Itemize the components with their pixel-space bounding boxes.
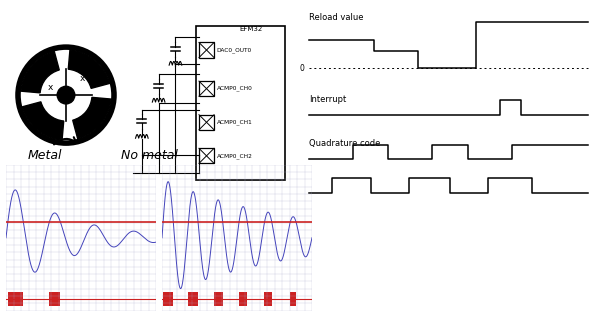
Wedge shape [68, 50, 110, 88]
Text: EFM32: EFM32 [239, 26, 263, 32]
Bar [196, 26, 284, 180]
Wedge shape [73, 97, 111, 139]
Circle shape [57, 86, 75, 104]
Wedge shape [21, 51, 59, 93]
FancyArrowPatch shape [54, 137, 76, 145]
Bar [199, 81, 214, 96]
Text: Reload value: Reload value [309, 13, 364, 22]
Text: Quadrature code: Quadrature code [309, 139, 380, 148]
Bar [199, 115, 214, 130]
Text: Interrupt: Interrupt [309, 95, 346, 104]
Bar [199, 42, 214, 58]
Text: Metal: Metal [28, 149, 62, 162]
Text: ACMP0_CH1: ACMP0_CH1 [217, 120, 253, 125]
Text: x: x [80, 74, 85, 83]
Text: x: x [48, 83, 53, 92]
Text: No metal: No metal [121, 149, 178, 162]
Text: ACMP0_CH2: ACMP0_CH2 [217, 153, 253, 159]
Wedge shape [22, 102, 64, 140]
Text: 0: 0 [299, 64, 304, 73]
Bar [199, 148, 214, 163]
Text: DAC0_OUT0: DAC0_OUT0 [217, 47, 252, 53]
Text: ACMP0_CH0: ACMP0_CH0 [217, 86, 253, 92]
